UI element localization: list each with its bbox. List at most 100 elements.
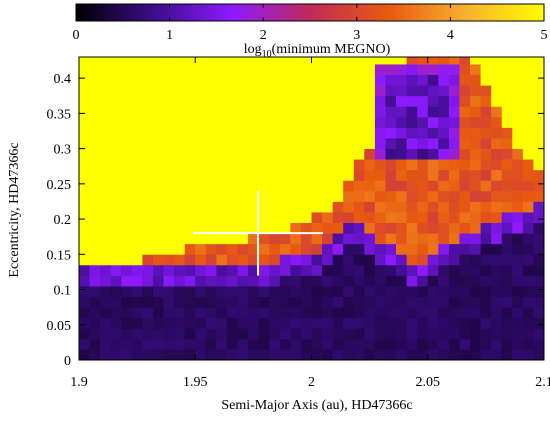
heatmap-cell (110, 243, 122, 255)
heatmap-cell (290, 296, 302, 308)
heatmap-cell (110, 190, 122, 202)
heatmap-cell (248, 85, 260, 97)
heatmap-cell (216, 169, 228, 181)
heatmap-cell (522, 95, 534, 107)
heatmap-cell (438, 317, 450, 329)
heatmap-cell (522, 286, 534, 297)
heatmap-cell (205, 116, 217, 128)
heatmap-cell (174, 180, 186, 192)
heatmap-cell (142, 222, 154, 234)
heatmap-cell (258, 222, 270, 234)
heatmap-cell (417, 57, 429, 65)
heatmap-cell (195, 349, 207, 361)
heatmap-cell (142, 180, 154, 192)
heatmap-cell (131, 307, 143, 319)
heatmap-cell (480, 127, 492, 139)
heatmap-cell (216, 106, 228, 118)
heatmap-cell (491, 64, 503, 76)
heatmap-cell (417, 127, 429, 139)
heatmap-cell (385, 296, 397, 308)
heatmap-cell (100, 116, 112, 128)
heatmap-cell (512, 222, 524, 234)
heatmap-cell (343, 64, 355, 76)
heatmap-cell (174, 169, 186, 181)
heatmap-cell (311, 169, 323, 181)
heatmap-cell (332, 243, 344, 255)
heatmap-cell (332, 222, 344, 234)
heatmap-cell (385, 222, 397, 234)
heatmap-cell (406, 148, 418, 160)
heatmap-cell (512, 95, 524, 107)
heatmap-cell (163, 307, 175, 319)
heatmap-cell (300, 233, 312, 245)
heatmap-cell (152, 296, 164, 308)
heatmap-cell (364, 106, 376, 118)
heatmap-cell (279, 286, 291, 297)
heatmap-cell (427, 57, 439, 65)
heatmap-cell (480, 138, 492, 149)
heatmap-cell (258, 95, 270, 107)
heatmap-cell (533, 212, 545, 223)
heatmap-cell (205, 127, 217, 139)
heatmap-cell (332, 275, 344, 287)
heatmap-cell (248, 222, 260, 234)
heatmap-cell (152, 95, 164, 107)
heatmap-cell (237, 148, 249, 160)
heatmap-cell (491, 275, 503, 287)
heatmap-cell (121, 338, 133, 350)
heatmap-cell (110, 286, 122, 297)
heatmap-cell (522, 233, 534, 245)
heatmap-cell (269, 286, 281, 297)
heatmap-cell (258, 148, 270, 160)
heatmap-cell (216, 138, 228, 149)
heatmap-cell (533, 106, 545, 118)
heatmap-cell (332, 95, 344, 107)
heatmap-cell (110, 338, 122, 350)
heatmap-cell (184, 57, 196, 65)
heatmap-cell (470, 275, 481, 287)
colorbar-tick-label: 0 (73, 28, 80, 43)
heatmap-cell (195, 180, 207, 192)
y-tick-label: 0.2 (54, 213, 72, 228)
heatmap-cell (121, 296, 133, 308)
heatmap-cell (427, 264, 439, 276)
heatmap-cell (417, 190, 429, 202)
heatmap-cell (448, 254, 460, 266)
heatmap-cell (152, 148, 164, 160)
heatmap-cell (374, 296, 386, 308)
heatmap-cell (385, 286, 397, 297)
heatmap-cell (300, 307, 312, 319)
heatmap-cell (459, 127, 471, 139)
heatmap-cell (311, 222, 323, 234)
heatmap-cell (216, 264, 228, 276)
heatmap-cell (226, 296, 238, 308)
heatmap-cell (110, 148, 122, 160)
heatmap-cell (300, 106, 312, 118)
heatmap-cell (353, 338, 365, 350)
heatmap-cell (100, 127, 112, 139)
heatmap-cell (152, 286, 164, 297)
heatmap-cell (195, 264, 207, 276)
heatmap-cell (491, 201, 503, 213)
heatmap-cell (152, 338, 164, 350)
heatmap-cell (438, 180, 450, 192)
heatmap-cell (396, 57, 408, 65)
heatmap-cell (290, 349, 302, 361)
heatmap-cell (174, 254, 186, 266)
heatmap-cell (110, 64, 122, 76)
heatmap-cell (100, 233, 112, 245)
heatmap-cell (195, 222, 207, 234)
heatmap-cell (248, 317, 260, 329)
heatmap-cell (195, 148, 207, 160)
heatmap-cell (533, 169, 545, 181)
heatmap-cell (300, 95, 312, 107)
heatmap-cell (311, 190, 323, 202)
heatmap-cell (322, 328, 334, 340)
heatmap-cell (438, 222, 450, 234)
heatmap-cell (448, 264, 460, 276)
heatmap-cell (374, 74, 386, 86)
heatmap-cell (353, 116, 365, 128)
heatmap-cell (533, 127, 545, 139)
heatmap-cell (100, 64, 112, 76)
heatmap-cell (142, 212, 154, 223)
